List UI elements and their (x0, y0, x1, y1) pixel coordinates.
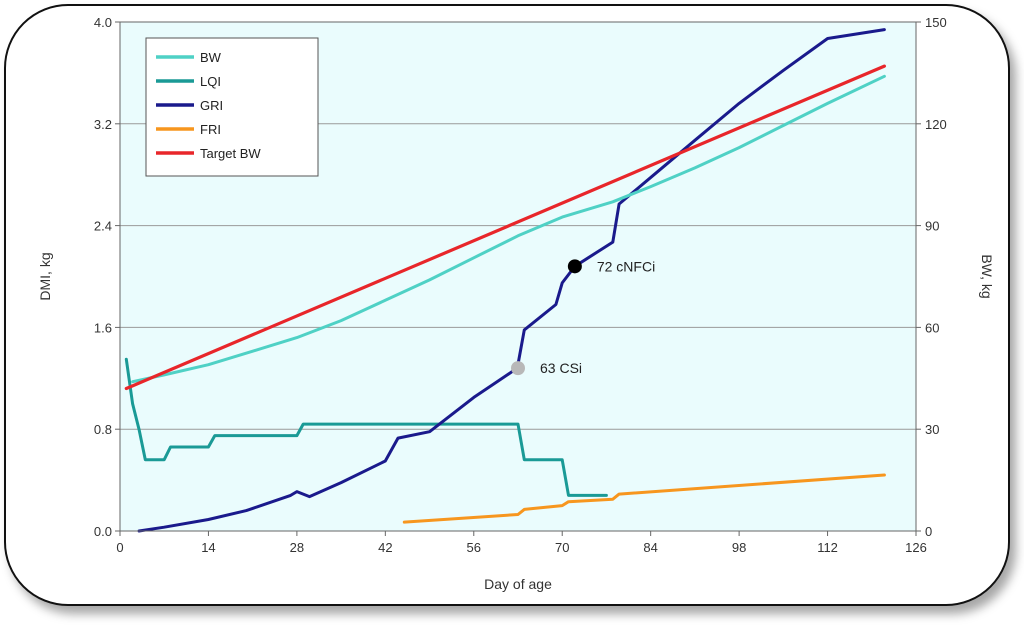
x-tick-label: 126 (905, 540, 927, 555)
x-tick-label: 0 (116, 540, 123, 555)
legend-label: GRI (200, 98, 223, 113)
y2-axis-label: BW, kg (979, 254, 995, 298)
annotation-marker (567, 259, 582, 274)
y2-tick-label: 60 (925, 320, 939, 335)
x-tick-label: 98 (732, 540, 746, 555)
y2-tick-label: 150 (925, 15, 947, 30)
plot-border (119, 21, 917, 532)
y-tick-label: 0.0 (94, 524, 112, 539)
legend-label: Target BW (200, 146, 261, 161)
legend-label: BW (200, 50, 222, 65)
legend-label: FRI (200, 122, 221, 137)
y2-tick-label: 120 (925, 117, 947, 132)
y2-tick-label: 0 (925, 524, 932, 539)
x-axis-label: Day of age (484, 576, 552, 592)
y-axis-label: DMI, kg (37, 252, 53, 300)
series-layer (124, 28, 887, 533)
annotations: 63 CSi 72 cNFCi (511, 258, 655, 376)
legend-label: LQI (200, 74, 221, 89)
series-line-fri (402, 473, 886, 524)
y-tick-label: 0.8 (94, 422, 112, 437)
y2-tick-label: 30 (925, 422, 939, 437)
x-tick-label: 112 (817, 540, 838, 555)
y-tick-label: 2.4 (94, 219, 112, 234)
x-tick-label: 42 (378, 540, 392, 555)
y2-tick-label: 90 (925, 219, 939, 234)
annotation-label: 63 CSi (540, 360, 582, 376)
x-tick-label: 84 (643, 540, 657, 555)
y-tick-label: 4.0 (94, 15, 112, 30)
tick-labels: 0.0 0.8 1.6 2.4 3.2 4.0 0 30 60 90 120 150 0 14 28 42 56… (94, 15, 947, 555)
x-tick-label: 70 (555, 540, 569, 555)
x-tick-label: 14 (201, 540, 215, 555)
annotation-label: 72 cNFCi (597, 258, 655, 274)
x-tick-label: 28 (290, 540, 304, 555)
series-line-target-bw (124, 64, 887, 391)
annotation-marker (511, 361, 525, 376)
x-tick-label: 56 (467, 540, 481, 555)
y-tick-label: 3.2 (94, 117, 112, 132)
series-line-lqi (124, 357, 608, 497)
legend: BW LQI GRI FRI Target BW (145, 37, 319, 177)
series-line-bw (131, 74, 886, 384)
y-tick-label: 1.6 (94, 320, 112, 335)
